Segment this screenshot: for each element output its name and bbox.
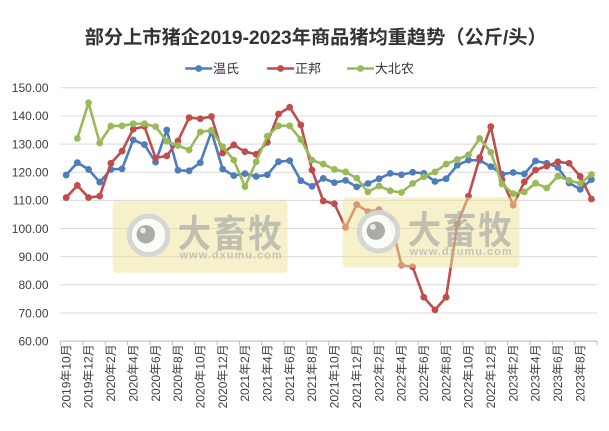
svg-text:2023: 2023 [506, 375, 520, 402]
svg-text:2022: 2022 [395, 375, 409, 402]
svg-text:2021: 2021 [283, 375, 297, 402]
svg-text:2022: 2022 [462, 381, 476, 408]
svg-text:70.00: 70.00 [18, 306, 48, 320]
svg-text:/: / [503, 28, 509, 49]
svg-text:6: 6 [283, 356, 297, 363]
svg-text:2021: 2021 [328, 381, 342, 408]
svg-text:2023: 2023 [551, 375, 565, 402]
svg-text:2019: 2019 [82, 381, 96, 408]
svg-text:www.dxumu.com: www.dxumu.com [179, 250, 283, 262]
svg-text:4: 4 [529, 356, 543, 363]
svg-text:2: 2 [238, 356, 252, 363]
svg-text:12: 12 [216, 356, 230, 370]
svg-text:4: 4 [126, 356, 140, 363]
svg-text:4: 4 [395, 356, 409, 363]
svg-text:2022: 2022 [417, 375, 431, 402]
svg-text:www.dxumu.com: www.dxumu.com [409, 246, 513, 258]
svg-text:2019: 2019 [59, 381, 73, 408]
svg-text:2: 2 [372, 356, 386, 363]
svg-text:2: 2 [506, 356, 520, 363]
svg-text:2021: 2021 [350, 381, 364, 408]
svg-text:2020: 2020 [216, 381, 230, 408]
svg-text:12: 12 [484, 356, 498, 370]
svg-text:2021: 2021 [305, 375, 319, 402]
svg-text:130.00: 130.00 [12, 137, 49, 151]
svg-text:10: 10 [328, 356, 342, 370]
svg-text:2021: 2021 [238, 375, 252, 402]
svg-text:110.00: 110.00 [13, 194, 49, 208]
svg-text:60.00: 60.00 [18, 334, 48, 348]
svg-text:80.00: 80.00 [18, 278, 48, 292]
svg-text:12: 12 [350, 356, 364, 370]
svg-text:8: 8 [573, 356, 587, 363]
svg-text:150.00: 150.00 [12, 81, 49, 95]
svg-text:2023: 2023 [573, 375, 587, 402]
svg-text:2020: 2020 [126, 375, 140, 402]
svg-text:8: 8 [439, 356, 453, 363]
svg-text:6: 6 [417, 356, 431, 363]
svg-text:2022: 2022 [484, 381, 498, 408]
svg-text:140.00: 140.00 [12, 109, 49, 123]
svg-text:8: 8 [305, 356, 319, 363]
svg-text:12: 12 [82, 356, 96, 370]
svg-text:2019-2023: 2019-2023 [200, 28, 292, 49]
svg-text:2022: 2022 [372, 375, 386, 402]
svg-text:2: 2 [104, 356, 118, 363]
svg-text:10: 10 [193, 356, 207, 370]
svg-text:2021: 2021 [261, 375, 275, 402]
svg-text:2022: 2022 [439, 375, 453, 402]
svg-text:90.00: 90.00 [18, 250, 48, 264]
svg-text:100.00: 100.00 [12, 222, 49, 236]
svg-text:4: 4 [261, 356, 275, 363]
svg-text:2020: 2020 [171, 375, 185, 402]
svg-text:2020: 2020 [193, 381, 207, 408]
svg-text:120.00: 120.00 [12, 166, 49, 180]
svg-text:2023: 2023 [529, 375, 543, 402]
svg-text:6: 6 [149, 356, 163, 363]
svg-text:8: 8 [171, 356, 185, 363]
svg-text:10: 10 [462, 356, 476, 370]
svg-text:6: 6 [551, 356, 565, 363]
svg-text:2020: 2020 [149, 375, 163, 402]
svg-text:2020: 2020 [104, 375, 118, 402]
svg-text:10: 10 [59, 356, 73, 370]
